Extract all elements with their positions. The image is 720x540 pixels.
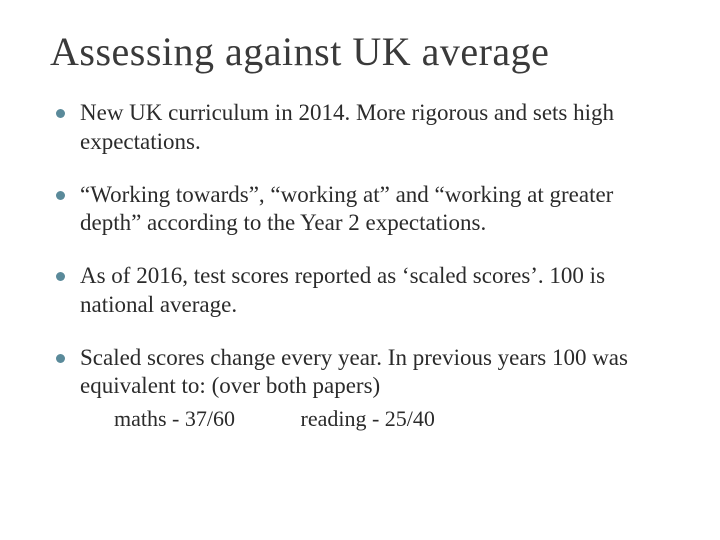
list-item: As of 2016, test scores reported as ‘sca… <box>50 262 670 320</box>
bullet-text: New UK curriculum in 2014. More rigorous… <box>80 100 614 154</box>
bullet-list: New UK curriculum in 2014. More rigorous… <box>50 99 670 433</box>
bullet-text: “Working towards”, “working at” and “wor… <box>80 182 613 236</box>
list-item: Scaled scores change every year. In prev… <box>50 344 670 433</box>
bullet-subline: maths - 37/60 reading - 25/40 <box>114 405 670 433</box>
sub-col2: reading - 25/40 <box>301 405 435 433</box>
slide-title: Assessing against UK average <box>50 28 670 75</box>
slide: Assessing against UK average New UK curr… <box>0 0 720 540</box>
bullet-text: As of 2016, test scores reported as ‘sca… <box>80 263 605 317</box>
bullet-text: Scaled scores change every year. In prev… <box>80 345 628 399</box>
sub-col1: maths - 37/60 <box>114 406 235 431</box>
list-item: “Working towards”, “working at” and “wor… <box>50 181 670 239</box>
list-item: New UK curriculum in 2014. More rigorous… <box>50 99 670 157</box>
